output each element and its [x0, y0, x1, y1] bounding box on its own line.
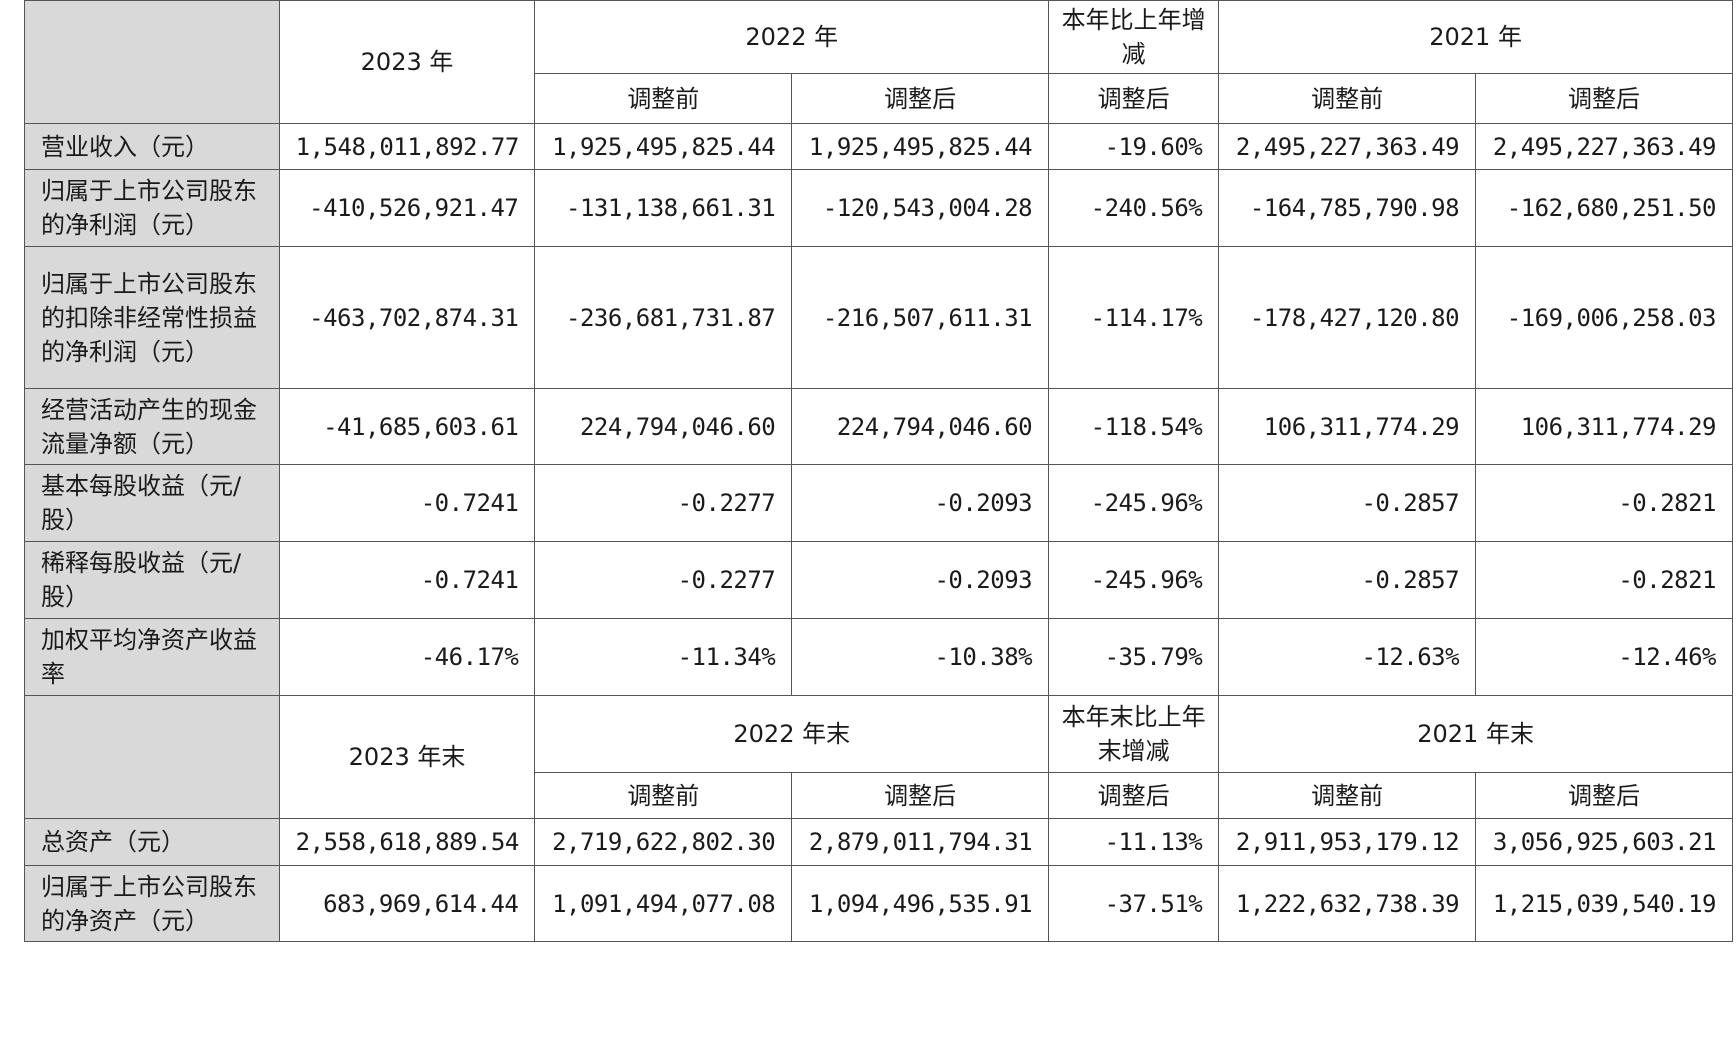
table-cell: 106,311,774.29: [1218, 388, 1477, 465]
table-cell: -131,138,661.31: [534, 169, 793, 247]
row-label: 归属于上市公司股东的净利润（元）: [24, 169, 280, 247]
table-cell: -245.96%: [1048, 541, 1220, 619]
table-cell: -120,543,004.28: [791, 169, 1050, 247]
table-cell: -240.56%: [1048, 169, 1220, 247]
table-cell: -0.2093: [791, 464, 1050, 542]
table-cell: -0.2093: [791, 541, 1050, 619]
header-row-top-2: 2023 年末 2022 年末 本年末比上年末增减 2021 年末: [24, 695, 1733, 819]
table-row: 稀释每股收益（元/股） -0.7241 -0.2277 -0.2093 -245…: [24, 541, 1733, 619]
table-cell: -37.51%: [1048, 865, 1220, 942]
table-cell: 2,558,618,889.54: [278, 818, 536, 866]
table-cell: 3,056,925,603.21: [1475, 818, 1733, 866]
table-cell: -114.17%: [1048, 246, 1220, 389]
table-cell: -164,785,790.98: [1218, 169, 1477, 247]
table-cell: -162,680,251.50: [1475, 169, 1733, 247]
table-cell: 224,794,046.60: [534, 388, 793, 465]
header-year-2023: 2023 年: [278, 0, 536, 124]
table-cell: -0.2821: [1475, 464, 1733, 542]
header-2021-before: 调整前: [1218, 73, 1477, 124]
row-label: 总资产（元）: [24, 818, 280, 866]
table-cell: 1,091,494,077.08: [534, 865, 793, 942]
row-label: 经营活动产生的现金流量净额（元）: [24, 388, 280, 465]
table-cell: -11.13%: [1048, 818, 1220, 866]
header-row-top: 2023 年 2022 年 本年比上年增减 2021 年: [24, 0, 1733, 124]
header-change-after: 调整后: [1048, 73, 1220, 124]
table-cell: 2,719,622,802.30: [534, 818, 793, 866]
table-cell: -0.2277: [534, 541, 793, 619]
table-cell: -41,685,603.61: [278, 388, 536, 465]
header-2021-after-2: 调整后: [1475, 772, 1733, 819]
row-label: 营业收入（元）: [24, 123, 280, 170]
header-change: 本年比上年增减: [1048, 0, 1220, 74]
header-yearend-2021: 2021 年末: [1218, 695, 1733, 773]
financial-data-table: 2023 年 2022 年 本年比上年增减 2021 年 调整前 调整后 调整后…: [24, 0, 1733, 942]
table-cell: -463,702,874.31: [278, 246, 536, 389]
table-row: 经营活动产生的现金流量净额（元） -41,685,603.61 224,794,…: [24, 388, 1733, 465]
header-corner-cell-2: [24, 695, 280, 819]
row-label: 基本每股收益（元/股）: [24, 464, 280, 542]
table-cell: 106,311,774.29: [1475, 388, 1733, 465]
header-year-2021: 2021 年: [1218, 0, 1733, 74]
table-row: 归属于上市公司股东的净利润（元） -410,526,921.47 -131,13…: [24, 169, 1733, 247]
header-2022-after: 调整后: [791, 73, 1050, 124]
header-2022-before: 调整前: [534, 73, 793, 124]
row-label: 归属于上市公司股东的扣除非经常性损益的净利润（元）: [24, 246, 280, 389]
header-corner-cell: [24, 0, 280, 124]
table-cell: -46.17%: [278, 618, 536, 696]
row-label: 归属于上市公司股东的净资产（元）: [24, 865, 280, 942]
table-cell: -0.2821: [1475, 541, 1733, 619]
table-row: 营业收入（元） 1,548,011,892.77 1,925,495,825.4…: [24, 123, 1733, 170]
table-cell: 224,794,046.60: [791, 388, 1050, 465]
table-cell: -0.2277: [534, 464, 793, 542]
table-cell: -19.60%: [1048, 123, 1220, 170]
header-yearend-2022: 2022 年末: [534, 695, 1050, 773]
header-change-2: 本年末比上年末增减: [1048, 695, 1220, 773]
header-2021-after: 调整后: [1475, 73, 1733, 124]
row-label: 加权平均净资产收益率: [24, 618, 280, 696]
table-cell: -12.63%: [1218, 618, 1477, 696]
table-cell: 1,094,496,535.91: [791, 865, 1050, 942]
table-cell: -35.79%: [1048, 618, 1220, 696]
header-yearend-2023: 2023 年末: [278, 695, 536, 819]
table-cell: 1,925,495,825.44: [791, 123, 1050, 170]
table-cell: -118.54%: [1048, 388, 1220, 465]
table-row: 总资产（元） 2,558,618,889.54 2,719,622,802.30…: [24, 818, 1733, 866]
table-cell: -10.38%: [791, 618, 1050, 696]
table-cell: -0.7241: [278, 541, 536, 619]
table-cell: -0.7241: [278, 464, 536, 542]
table-row: 加权平均净资产收益率 -46.17% -11.34% -10.38% -35.7…: [24, 618, 1733, 696]
table-cell: -178,427,120.80: [1218, 246, 1477, 389]
header-year-2022: 2022 年: [534, 0, 1050, 74]
table-cell: 1,215,039,540.19: [1475, 865, 1733, 942]
header-2022-after-2: 调整后: [791, 772, 1050, 819]
table-cell: -236,681,731.87: [534, 246, 793, 389]
table-cell: -169,006,258.03: [1475, 246, 1733, 389]
table-cell: 1,548,011,892.77: [278, 123, 536, 170]
table-cell: -410,526,921.47: [278, 169, 536, 247]
table-cell: 2,495,227,363.49: [1218, 123, 1477, 170]
table-cell: 1,925,495,825.44: [534, 123, 793, 170]
table-cell: 683,969,614.44: [278, 865, 536, 942]
table-cell: 1,222,632,738.39: [1218, 865, 1477, 942]
table-cell: 2,879,011,794.31: [791, 818, 1050, 866]
header-2021-before-2: 调整前: [1218, 772, 1477, 819]
table-cell: -12.46%: [1475, 618, 1733, 696]
table-cell: -11.34%: [534, 618, 793, 696]
table-cell: -216,507,611.31: [791, 246, 1050, 389]
table-cell: 2,911,953,179.12: [1218, 818, 1477, 866]
table-cell: -0.2857: [1218, 541, 1477, 619]
table-cell: -245.96%: [1048, 464, 1220, 542]
table-row: 归属于上市公司股东的扣除非经常性损益的净利润（元） -463,702,874.3…: [24, 246, 1733, 389]
table-cell: -0.2857: [1218, 464, 1477, 542]
row-label: 稀释每股收益（元/股）: [24, 541, 280, 619]
table-row: 归属于上市公司股东的净资产（元） 683,969,614.44 1,091,49…: [24, 865, 1733, 942]
header-change-after-2: 调整后: [1048, 772, 1220, 819]
header-row-sub-2: 调整前 调整后 调整后 调整前 调整后: [25, 772, 1733, 819]
table-cell: 2,495,227,363.49: [1475, 123, 1733, 170]
table-row: 基本每股收益（元/股） -0.7241 -0.2277 -0.2093 -245…: [24, 464, 1733, 542]
header-2022-before-2: 调整前: [534, 772, 793, 819]
